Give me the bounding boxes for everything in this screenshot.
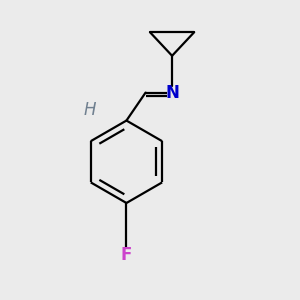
Text: H: H: [83, 101, 96, 119]
Text: F: F: [121, 245, 132, 263]
Text: N: N: [165, 84, 179, 102]
